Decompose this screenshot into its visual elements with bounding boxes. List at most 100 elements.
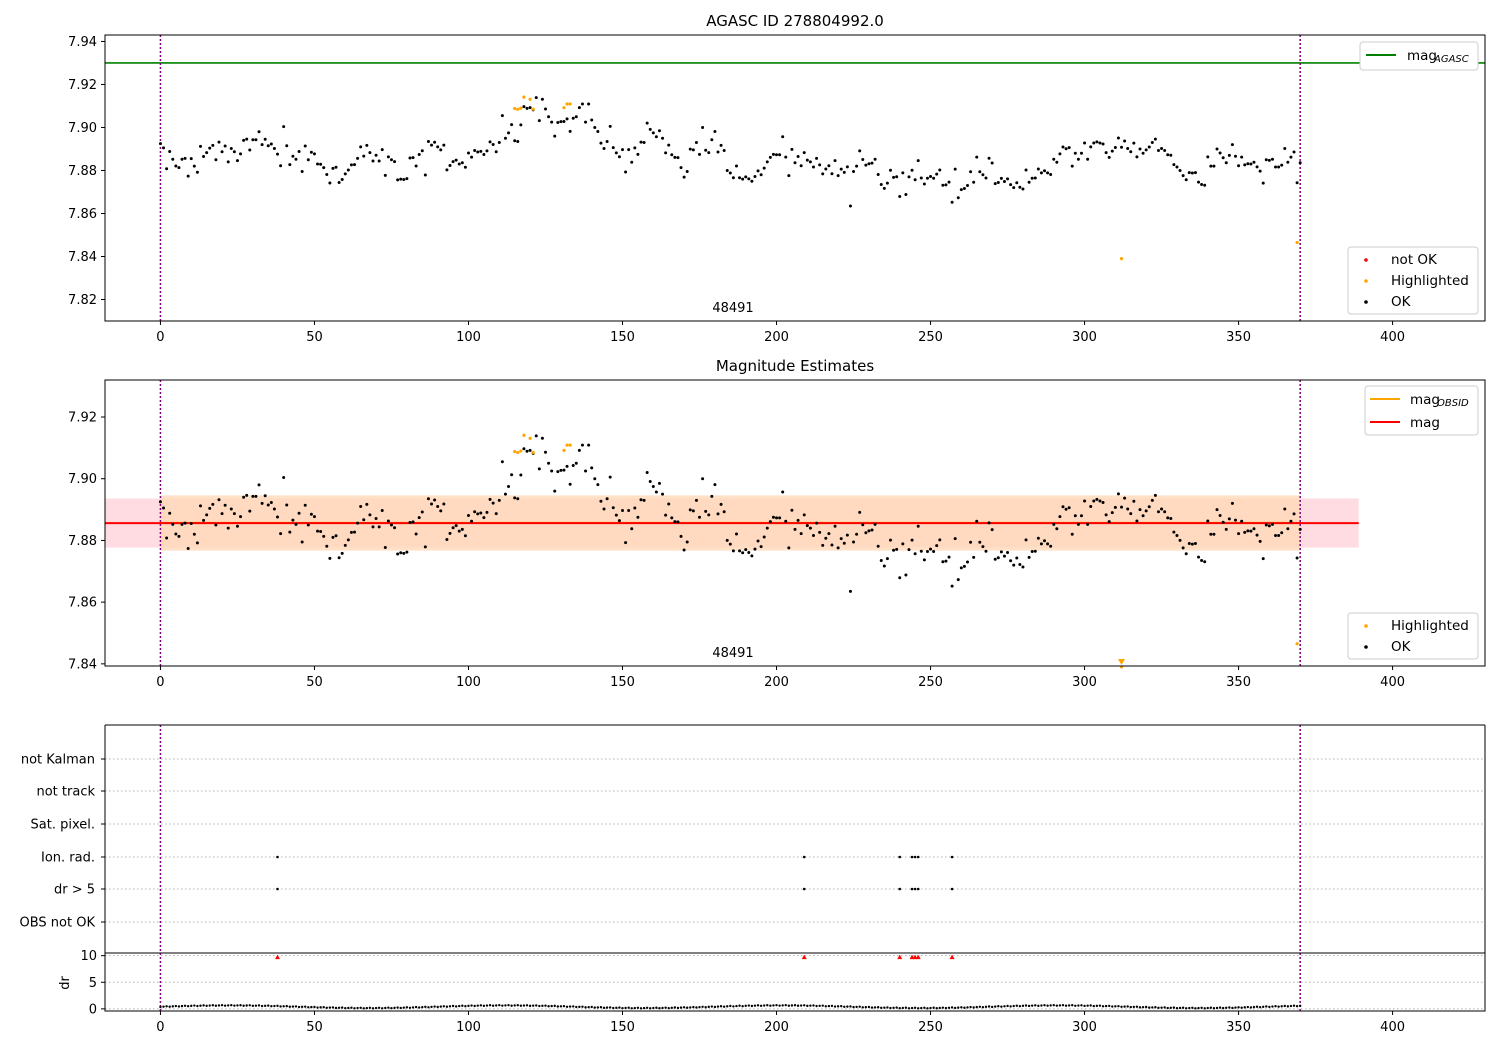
dr-point [645,1006,649,1010]
panel-title: AGASC ID 278804992.0 [706,12,884,30]
dr-point [568,1005,572,1008]
ok-point [334,165,338,169]
ok-point [753,174,757,178]
ok-point [488,140,492,144]
ok-point [1055,160,1059,164]
flag-point [802,887,806,891]
ok-point [654,135,658,139]
ok-point [1160,147,1164,151]
ok-point [470,519,474,523]
ok-point [614,151,618,155]
dr-point [196,1004,199,1008]
axes-frame [104,379,1486,667]
ok-point [888,168,892,172]
ok-point [396,552,400,556]
ok-point [858,149,862,153]
ok-point [1243,530,1247,534]
dr-point [1228,1006,1231,1009]
ok-point [1252,527,1256,531]
ok-point [1021,565,1025,569]
dr-point [285,1004,288,1008]
ok-point [1206,519,1210,523]
dr-point [633,1006,637,1010]
dr-point [190,1004,193,1008]
ok-point [1227,153,1231,157]
ok-point [356,156,360,160]
dr-point [541,1004,544,1008]
ok-point [1046,171,1050,175]
ok-point [279,532,283,536]
ok-point [1015,181,1019,185]
dr-point [513,1004,516,1007]
ok-point [232,150,236,154]
dr-point [442,1005,446,1008]
dr-clipped-marker [949,954,955,960]
ok-point [614,513,618,517]
ok-point [1169,517,1173,521]
ok-point [784,155,788,159]
ok-point [411,156,415,160]
ok-point [494,150,498,154]
y-tick-label: 10 [80,949,97,964]
ok-point [1166,153,1170,157]
ok-point [1076,522,1080,526]
dr-point [590,1005,593,1009]
ok-point [362,154,366,158]
ok-point [214,523,218,527]
dr-point [698,1005,701,1009]
dr-point [245,1004,248,1007]
ok-point [617,519,621,523]
dr-point [1209,1006,1213,1009]
ok-point [349,530,353,534]
ok-point [688,508,692,512]
ok-point [331,166,335,170]
ok-point [864,163,868,167]
ok-point [1280,163,1284,167]
dr-point [1089,1004,1092,1007]
ok-point [251,138,255,142]
ok-point [1163,510,1167,514]
ok-point [929,174,933,178]
ok-point [485,510,489,514]
dr-point [1138,1006,1142,1009]
ok-point [507,131,511,135]
ok-point [383,546,387,550]
x-tick-label: 50 [306,1020,323,1035]
ok-point [343,172,347,176]
dr-point [744,1004,747,1008]
y-tick-label: 7.92 [68,78,97,93]
dr-point [356,1006,359,1010]
dr-point [1003,1005,1006,1008]
ok-point [984,549,988,553]
dr-point [525,1004,529,1007]
x-tick-label: 250 [918,330,943,345]
dr-point [803,1004,806,1007]
ok-point [1218,151,1222,155]
ok-point [1264,158,1268,162]
dr-point [1030,1004,1034,1007]
dr-point [864,1005,868,1009]
x-tick-label: 150 [610,330,635,345]
dr-point [208,1004,211,1007]
dr-clipped-marker [915,954,921,960]
highlighted-point [565,443,569,447]
ok-point [519,123,523,127]
ok-point [186,546,190,550]
ok-point [925,176,929,180]
dr-point [267,1004,270,1007]
dr-point [1098,1004,1102,1007]
dr-point [889,1006,892,1010]
ok-point [423,173,427,177]
dr-point [451,1004,455,1008]
ok-point [1172,163,1176,167]
ok-point [651,131,655,135]
ok-point [621,148,624,152]
ok-point [781,135,785,139]
ok-point [377,525,381,529]
dr-point [926,1007,929,1010]
ok-point [195,541,199,545]
legend-label: OK [1391,294,1412,310]
dr-point [202,1004,205,1007]
dr-point [1132,1005,1136,1009]
ok-point [245,493,249,497]
